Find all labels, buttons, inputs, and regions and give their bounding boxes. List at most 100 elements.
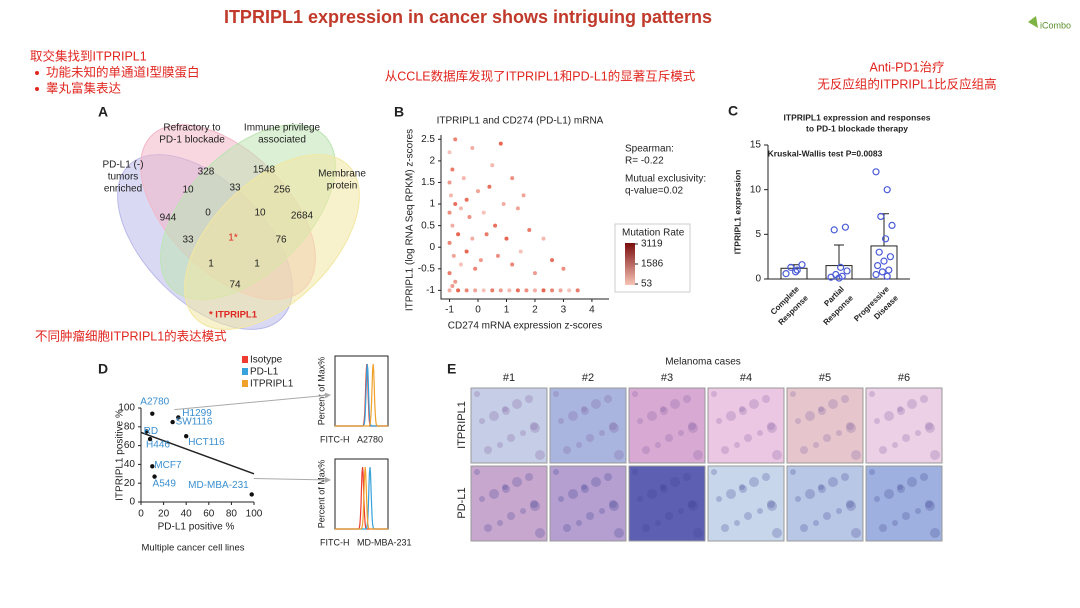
- ihc-texture: [716, 496, 722, 502]
- point: [883, 186, 891, 194]
- chart-title: ITPRIPL1 expression and responses: [784, 112, 931, 122]
- point: [487, 184, 492, 189]
- ihc-texture: [828, 477, 838, 487]
- y-tick-label: 5: [755, 229, 761, 240]
- point: [841, 223, 850, 231]
- point: [493, 223, 498, 228]
- point-label: RD: [144, 426, 158, 437]
- y-axis-label: ITPRIPL1 (log RNA Seq RPKM) z-scores: [405, 129, 416, 311]
- ihc-texture: [558, 496, 564, 502]
- panel-title: Melanoma cases: [665, 357, 741, 368]
- ihc-texture: [790, 391, 796, 397]
- ihc-texture: [795, 496, 801, 502]
- ihc-image: [707, 387, 785, 464]
- ihc-texture: [563, 446, 571, 454]
- ihc-texture: [930, 528, 940, 538]
- point: [836, 263, 845, 271]
- ihc-image: [470, 465, 548, 542]
- ihc-texture: [800, 524, 808, 532]
- y-tick-label: 1.5: [421, 177, 435, 188]
- point: [875, 248, 883, 256]
- venn-count: 33: [182, 235, 194, 246]
- ihc-texture: [813, 442, 819, 448]
- note: 无反应组的ITPRIPL1比反应组高: [817, 76, 996, 91]
- venn-count: 944: [160, 213, 177, 224]
- ihc-texture: [525, 395, 533, 403]
- ihc-texture: [632, 391, 638, 397]
- ihc-texture: [869, 391, 875, 397]
- annotation: Kruskal-Wallis test P=0.0083: [768, 148, 883, 158]
- ihc-texture: [693, 450, 703, 460]
- ihc-texture: [586, 512, 594, 520]
- ihc-texture: [591, 477, 601, 487]
- venn-count: 74: [229, 280, 241, 291]
- chart-title: to PD-1 blockade therapy: [806, 123, 908, 133]
- ihc-texture: [915, 430, 921, 436]
- histogram-curve: [335, 363, 388, 427]
- bullet: [35, 71, 39, 75]
- y-axis-label: Percent of Max%: [316, 357, 326, 426]
- ihc-texture: [678, 430, 684, 436]
- point: [464, 249, 469, 254]
- ihc-texture: [660, 406, 666, 412]
- ihc-texture: [581, 484, 587, 490]
- point-label: SW1116: [176, 417, 213, 428]
- point-label: MD-MBA-231: [188, 480, 249, 491]
- x-tick-label: 0: [138, 509, 144, 520]
- ihc-texture: [688, 422, 696, 430]
- y-tick-label: 10: [750, 184, 762, 195]
- panel-letter: A: [98, 104, 108, 120]
- cell-line-label: MD-MBA-231: [357, 537, 412, 547]
- point: [541, 288, 546, 293]
- point: [835, 274, 843, 282]
- column-label: #1: [503, 372, 515, 384]
- annotation: q-value=0.02: [625, 186, 684, 197]
- venn-label: protein: [327, 181, 358, 192]
- ihc-texture: [772, 528, 782, 538]
- point: [541, 236, 546, 241]
- ihc-texture: [930, 450, 940, 460]
- ihc-texture: [874, 496, 880, 502]
- point: [504, 236, 509, 241]
- point: [484, 232, 489, 237]
- panel-letter: B: [394, 104, 404, 120]
- point: [481, 288, 486, 293]
- point: [883, 272, 891, 280]
- legend-swatch: [242, 380, 248, 387]
- point: [501, 202, 506, 207]
- point: [249, 492, 254, 497]
- venn-label: Refractory to: [163, 123, 221, 134]
- point: [495, 253, 500, 258]
- point: [176, 415, 181, 420]
- legend-label: ITPRIPL1: [250, 379, 294, 390]
- ihc-texture: [609, 500, 617, 508]
- point: [791, 268, 800, 276]
- ihc-texture: [474, 469, 480, 475]
- ihc-texture: [800, 446, 808, 454]
- ihc-texture: [739, 406, 745, 412]
- ihc-texture: [841, 395, 849, 403]
- ihc-texture: [897, 407, 905, 415]
- ihc-texture: [489, 489, 499, 499]
- point: [152, 474, 157, 479]
- point: [147, 436, 153, 442]
- x-axis-label: PD-L1 positive %: [158, 522, 235, 533]
- ihc-texture: [530, 423, 540, 433]
- x-tick-label: 40: [181, 509, 193, 520]
- column-label: #6: [898, 372, 910, 384]
- ihc-image: [786, 465, 864, 542]
- point: [184, 434, 189, 439]
- point-label: H446: [146, 440, 170, 451]
- y-tick-label: 80: [124, 421, 136, 432]
- slide-title: ITPRIPL1 expression in cancer shows intr…: [224, 7, 712, 27]
- colorbar: [625, 243, 635, 285]
- colorbar-tick-label: 1586: [641, 259, 664, 270]
- point: [461, 176, 466, 181]
- ihc-texture: [762, 395, 770, 403]
- ihc-texture: [683, 473, 691, 481]
- ihc-texture: [818, 485, 826, 493]
- note: Anti-PD1治疗: [869, 60, 944, 74]
- ihc-texture: [688, 501, 698, 511]
- point: [510, 262, 515, 267]
- ihc-texture: [749, 477, 759, 487]
